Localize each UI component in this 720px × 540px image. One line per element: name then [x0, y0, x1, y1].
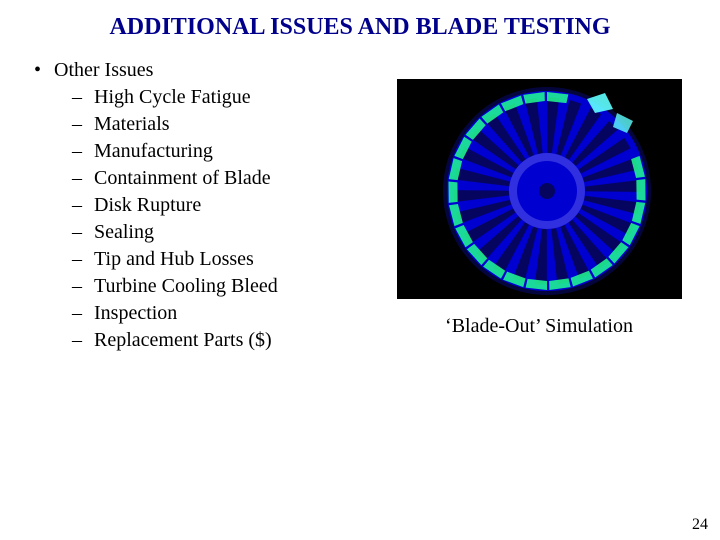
list-item: – Containment of Blade — [72, 167, 378, 190]
list-item-label: Disk Rupture — [94, 194, 201, 217]
list-item-label: Materials — [94, 113, 170, 136]
list-item: • Other Issues — [34, 59, 378, 82]
bullet-dash: – — [72, 140, 94, 163]
page-number: 24 — [692, 516, 708, 534]
list-item-label: Tip and Hub Losses — [94, 248, 254, 271]
bullet-dash: – — [72, 248, 94, 271]
list-item: – Manufacturing — [72, 140, 378, 163]
list-item: – Sealing — [72, 221, 378, 244]
bullet-dash: – — [72, 275, 94, 298]
list-item-label: Other Issues — [54, 59, 153, 82]
bullet-dash: – — [72, 167, 94, 190]
turbine-icon — [397, 79, 682, 299]
bullet-dash: – — [72, 329, 94, 352]
bullet-dot: • — [34, 59, 54, 82]
slide-title-text: ADDITIONAL ISSUES AND BLADE TESTING — [109, 14, 610, 40]
list-item-label: Inspection — [94, 302, 177, 325]
figure-column: ‘Blade-Out’ Simulation — [378, 59, 720, 352]
list-item-label: Turbine Cooling Bleed — [94, 275, 278, 298]
list-item-label: Containment of Blade — [94, 167, 271, 190]
list-item-label: Manufacturing — [94, 140, 213, 163]
bullet-dash: – — [72, 221, 94, 244]
bullet-dash: – — [72, 194, 94, 217]
list-item: – Inspection — [72, 302, 378, 325]
list-item: – Materials — [72, 113, 378, 136]
list-item-label: High Cycle Fatigue — [94, 86, 251, 109]
list-item: – High Cycle Fatigue — [72, 86, 378, 109]
simulation-figure — [397, 79, 682, 299]
bullet-dash: – — [72, 302, 94, 325]
list-item: – Replacement Parts ($) — [72, 329, 378, 352]
list-item: – Tip and Hub Losses — [72, 248, 378, 271]
content-area: • Other Issues – High Cycle Fatigue – Ma… — [0, 51, 720, 352]
bullet-dash: – — [72, 86, 94, 109]
list-item: – Disk Rupture — [72, 194, 378, 217]
figure-caption: ‘Blade-Out’ Simulation — [445, 315, 633, 338]
bullet-list: • Other Issues – High Cycle Fatigue – Ma… — [28, 59, 378, 352]
list-item: – Turbine Cooling Bleed — [72, 275, 378, 298]
list-item-label: Sealing — [94, 221, 154, 244]
list-item-label: Replacement Parts ($) — [94, 329, 272, 352]
slide-title: ADDITIONAL ISSUES AND BLADE TESTING — [0, 0, 720, 51]
bullet-dash: – — [72, 113, 94, 136]
